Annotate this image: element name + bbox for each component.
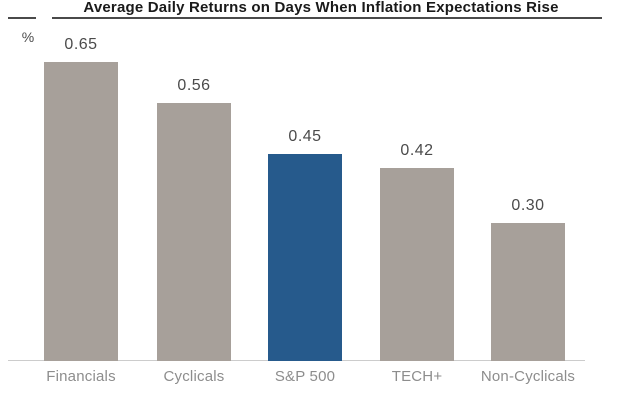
bar	[268, 154, 342, 361]
bar	[44, 62, 118, 361]
category-label: Non-Cyclicals	[480, 368, 576, 385]
value-label: 0.30	[511, 197, 545, 214]
title-underline	[52, 17, 602, 19]
title-underline-left-segment	[8, 17, 36, 19]
category-label: S&P 500	[274, 368, 336, 385]
value-label: 0.65	[64, 36, 98, 53]
bar	[491, 223, 565, 361]
value-label: 0.45	[288, 128, 322, 145]
value-label: 0.42	[400, 142, 434, 159]
y-axis-unit-label: %	[21, 29, 35, 45]
category-label: Cyclicals	[163, 368, 225, 385]
category-label: Financials	[46, 368, 116, 385]
category-label: TECH+	[391, 368, 443, 385]
bar	[380, 168, 454, 361]
chart-title: Average Daily Returns on Days When Infla…	[83, 0, 559, 16]
value-label: 0.56	[177, 77, 211, 94]
bar	[157, 103, 231, 361]
